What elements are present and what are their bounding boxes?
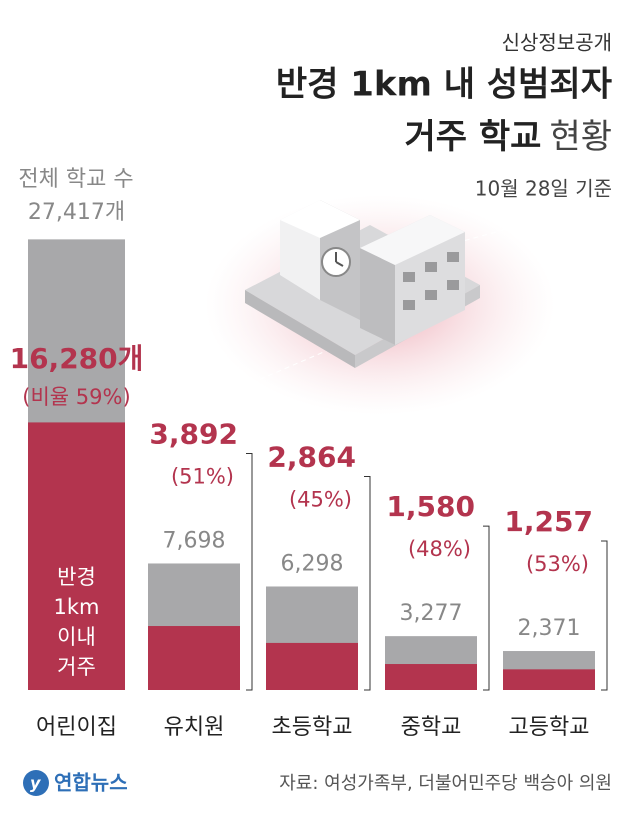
near-label: 16,280개	[10, 342, 144, 375]
x-tick-label: 초등학교	[272, 715, 353, 740]
bar-near	[385, 664, 477, 690]
near-label: 3,892	[149, 417, 238, 450]
x-tick-label: 어린이집	[36, 715, 117, 740]
x-tick-label: 유치원	[164, 715, 225, 740]
source: 자료: 여성가족부, 더불어민주당 백승아 의원	[279, 773, 612, 794]
inner-label: 1km	[54, 595, 100, 619]
total-caption: 전체 학교 수	[18, 167, 133, 192]
logo-mark	[23, 770, 49, 796]
total-label: 3,277	[400, 601, 463, 626]
bar-near	[266, 642, 358, 690]
x-tick-label: 고등학교	[509, 715, 590, 740]
logo-mark-letter: y	[30, 774, 41, 793]
chart-title-suffix: 현황	[549, 117, 612, 157]
chart-title: 거주 학교 현황	[404, 117, 612, 157]
total-label: 27,417개	[28, 200, 125, 225]
near-label: 1,580	[386, 490, 475, 523]
share-label: (53%)	[526, 552, 589, 576]
leader-line	[601, 540, 608, 691]
total-label: 7,698	[163, 528, 226, 553]
chart-title: 반경 1km 내 성범죄자	[276, 65, 612, 105]
near-label: 2,864	[267, 440, 356, 473]
kicker: 신상정보공개	[502, 31, 612, 55]
total-label: 2,371	[518, 616, 581, 641]
leader-line	[246, 452, 253, 691]
inner-label: 반경	[57, 565, 96, 589]
leader-line	[364, 475, 371, 691]
x-tick-label: 중학교	[401, 715, 462, 740]
total-label: 6,298	[281, 551, 344, 576]
bar-near	[503, 669, 595, 690]
near-label: 1,257	[504, 505, 593, 538]
bar-near	[148, 626, 240, 690]
leader-line	[483, 525, 490, 691]
chart-title: 거주 학교	[404, 117, 541, 157]
share-label: (51%)	[171, 464, 234, 488]
share-label: (비율 59%)	[22, 385, 130, 409]
inner-label: 이내	[57, 625, 96, 649]
share-label: (48%)	[408, 537, 471, 561]
date-note: 10월 28일 기준	[475, 177, 612, 201]
inner-label: 거주	[57, 655, 96, 679]
share-label: (45%)	[289, 487, 352, 511]
logo: 연합뉴스	[54, 771, 128, 795]
bar-near	[28, 422, 125, 690]
school-illustration	[205, 195, 555, 415]
